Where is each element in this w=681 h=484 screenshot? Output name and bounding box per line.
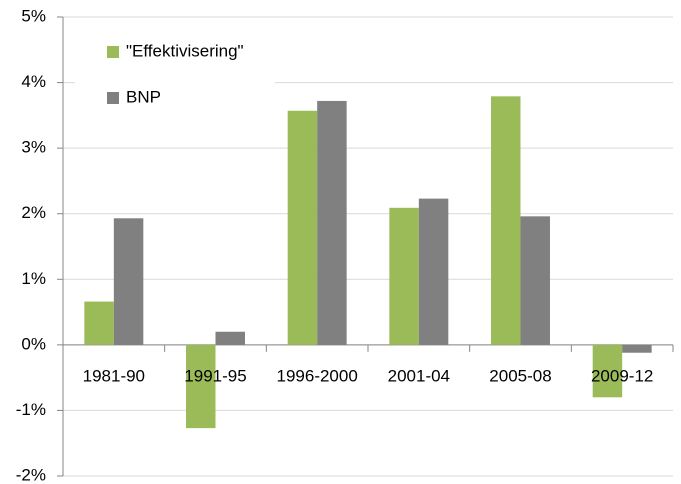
legend-label: "Effektivisering" [126, 41, 244, 60]
bar [418, 198, 449, 345]
bar [592, 344, 623, 398]
x-tick-label: 2005-08 [489, 366, 551, 385]
bar [287, 110, 318, 345]
y-tick-label: 5% [21, 6, 46, 25]
x-tick-label: 1996-2000 [277, 366, 358, 385]
bar [389, 207, 419, 345]
bar [113, 218, 144, 345]
bar [215, 331, 245, 345]
y-tick-label: 0% [21, 334, 46, 353]
y-tick-label: 2% [21, 203, 46, 222]
x-tick-label: 1981-90 [83, 366, 145, 385]
legend-label: BNP [126, 87, 161, 106]
bar [186, 344, 216, 429]
bar [84, 301, 114, 345]
x-tick-label: 1991-95 [184, 366, 246, 385]
y-tick-label: 4% [21, 72, 46, 91]
bar [622, 344, 652, 353]
bar [520, 216, 550, 345]
x-tick-label: 2001-04 [388, 366, 450, 385]
legend-swatch [107, 92, 119, 104]
y-tick-label: -2% [16, 465, 46, 484]
legend-swatch [107, 46, 119, 58]
bar [491, 96, 521, 345]
y-tick-label: 3% [21, 138, 46, 157]
y-tick-label: 1% [21, 269, 46, 288]
y-tick-label: -1% [16, 400, 46, 419]
x-tick-label: 2009-12 [591, 366, 653, 385]
bar [317, 100, 347, 345]
